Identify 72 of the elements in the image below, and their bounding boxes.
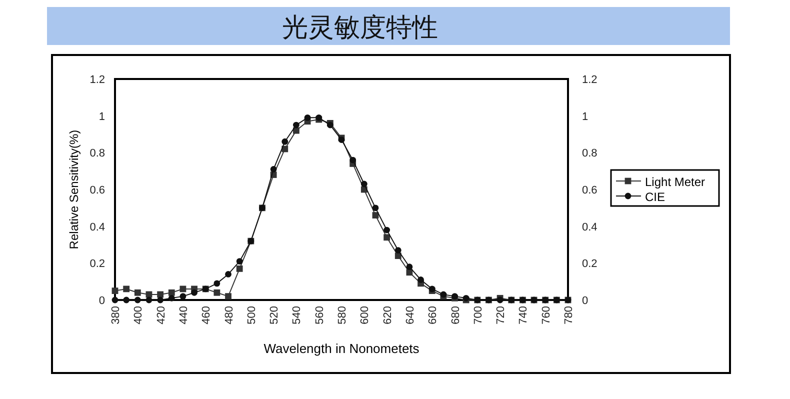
- y-tick-label: 0: [98, 295, 105, 307]
- x-tick-label: 500: [246, 306, 258, 324]
- y-tick-label: 0.8: [90, 148, 105, 160]
- x-tick-label: 440: [178, 306, 190, 324]
- y-tick-label: 1.2: [90, 74, 105, 86]
- point: [134, 296, 141, 304]
- point: [134, 289, 141, 296]
- chart-title: 光灵敏度特性: [282, 13, 438, 43]
- point: [146, 296, 152, 304]
- point: [157, 291, 164, 298]
- point: [214, 280, 220, 287]
- x-tick-label: 720: [495, 306, 508, 324]
- point: [225, 293, 232, 300]
- x-tick-label: 480: [223, 306, 236, 324]
- point: [168, 289, 175, 296]
- y-tick-label: 0.6: [90, 184, 105, 196]
- x-tick-label: 620: [382, 306, 394, 324]
- point: [236, 265, 243, 272]
- point: [157, 296, 164, 304]
- point: [112, 296, 118, 304]
- point: [372, 204, 379, 212]
- x-tick-label: 420: [155, 306, 168, 324]
- point: [270, 166, 277, 172]
- legend-label: Light Meter: [645, 175, 706, 189]
- point: [112, 288, 118, 294]
- x-tick-label: 680: [450, 306, 462, 324]
- y2-tick-label: 0: [582, 295, 588, 307]
- x-tick-label: 740: [518, 306, 530, 324]
- y-tick-label: 0.4: [90, 221, 105, 234]
- point: [225, 271, 232, 278]
- point: [180, 293, 186, 300]
- x-tick-label: 380: [110, 306, 122, 324]
- point: [123, 286, 130, 292]
- point: [406, 264, 413, 270]
- x-tick-label: 640: [404, 306, 416, 324]
- point: [214, 289, 220, 296]
- point: [123, 296, 130, 304]
- point: [304, 114, 311, 121]
- point: [282, 138, 288, 145]
- y-tick-label: 0.2: [90, 258, 105, 270]
- point: [394, 247, 402, 254]
- x-axis-title: Wavelength in Nonometets: [264, 341, 420, 356]
- x-tick-label: 520: [268, 306, 281, 324]
- point: [191, 289, 198, 296]
- point: [168, 294, 175, 302]
- x-tick-label: 660: [427, 306, 440, 324]
- point: [236, 258, 243, 265]
- x-tick-label: 700: [472, 306, 484, 324]
- y2-tick-label: 0.2: [582, 258, 598, 270]
- y2-tick-label: 0.8: [582, 148, 598, 160]
- x-tick-label: 780: [563, 306, 575, 324]
- point: [293, 122, 300, 128]
- point: [418, 276, 424, 283]
- x-tick-label: 580: [336, 306, 348, 324]
- y-tick-label: 1: [98, 110, 105, 123]
- point: [350, 156, 356, 164]
- x-tick-label: 760: [540, 306, 552, 324]
- point: [372, 212, 379, 218]
- x-tick-label: 460: [200, 306, 213, 324]
- y2-tick-label: 1.2: [582, 74, 598, 86]
- point: [360, 180, 368, 188]
- y2-tick-label: 0.4: [582, 221, 598, 234]
- legend-label: CIE: [645, 190, 666, 204]
- y-axis-title: Relative Sensitivity(%): [67, 130, 81, 250]
- x-tick-label: 400: [132, 306, 145, 324]
- x-tick-label: 600: [359, 306, 372, 324]
- y2-tick-label: 1: [582, 110, 588, 123]
- x-tick-label: 540: [291, 306, 304, 324]
- point: [384, 234, 390, 241]
- point: [384, 226, 390, 234]
- y2-tick-label: 0.6: [582, 184, 598, 196]
- x-tick-label: 560: [314, 306, 326, 324]
